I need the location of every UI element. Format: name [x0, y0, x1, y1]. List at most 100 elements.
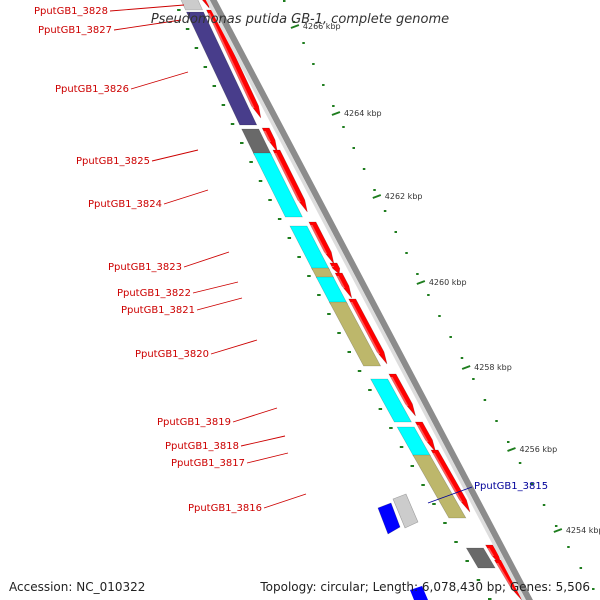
inner-tick-dot — [277, 218, 282, 220]
cog-block — [465, 547, 496, 569]
inner-tick-dot — [240, 142, 244, 144]
outer-tick-dot — [312, 63, 315, 65]
outer-tick-dot — [592, 588, 595, 590]
gene-label[interactable]: PputGB1_3825 — [76, 156, 150, 167]
gene-label[interactable]: PputGB1_3828 — [34, 6, 108, 17]
forward-cds — [329, 262, 341, 275]
map-title: Pseudomonas putida GB-1, complete genome — [151, 12, 449, 27]
inner-tick-dot — [465, 560, 469, 562]
backbone — [205, 0, 533, 600]
kbp-tick — [553, 528, 563, 533]
cds-highlight — [496, 563, 515, 590]
inner-tick-dot — [378, 408, 383, 410]
gene-leader — [151, 149, 199, 162]
inner-tick-dot — [368, 389, 372, 391]
tick-dots — [177, 0, 595, 600]
inner-tick-dot — [488, 598, 492, 600]
cds-highlight — [331, 266, 335, 267]
gene-label[interactable]: PputGB1_3819 — [157, 417, 231, 428]
outer-tick-dot — [405, 252, 408, 254]
gene-label[interactable]: PputGB1_3818 — [165, 441, 239, 452]
inner-tick-dot — [258, 180, 263, 182]
gene-label[interactable]: PputGB1_3822 — [117, 288, 191, 299]
inner-tick-dot — [357, 370, 362, 372]
cog-block — [186, 11, 258, 126]
cog-block — [412, 454, 467, 519]
outer-tick-dot — [438, 315, 441, 317]
gene-leader — [240, 435, 286, 447]
forward-cds — [414, 421, 436, 453]
outer-tick-dot — [283, 0, 286, 2]
forward-cds — [308, 221, 335, 265]
gene-leader — [109, 4, 185, 12]
gene-leader — [246, 452, 289, 464]
inner-tick-dot — [177, 9, 181, 11]
cog-block — [328, 301, 382, 367]
forward-cds — [348, 298, 388, 365]
gene-leader — [130, 71, 189, 90]
gene-label[interactable]: PputGB1_3827 — [38, 25, 112, 36]
outer-tick-dot — [373, 189, 376, 191]
cog-block — [370, 378, 412, 423]
gene-leader — [113, 19, 182, 31]
gene-labels: PputGB1_3828 PputGB1_3827 PputGB1_3826 Pput… — [34, 4, 548, 514]
gene-label[interactable]: PputGB1_3815 — [474, 481, 548, 492]
accession-text: Accession: NC_010322 — [9, 580, 146, 594]
inner-tick-dot — [410, 465, 415, 467]
cog-block — [180, 0, 204, 11]
outer-tick-dot — [472, 378, 475, 380]
cds-highlight — [432, 453, 463, 502]
cog-track — [180, 0, 496, 569]
gene-label[interactable]: PputGB1_3826 — [55, 84, 129, 95]
outer-tick-dot — [530, 483, 534, 485]
gene-label[interactable]: PputGB1_3817 — [171, 458, 245, 469]
backbone-line — [209, 0, 533, 600]
outer-tick-dot — [579, 567, 583, 569]
inner-tick-dot — [347, 351, 351, 353]
cds-highlight — [487, 548, 495, 556]
backbone-edge — [205, 0, 526, 600]
kbp-tick — [331, 111, 341, 116]
kbp-tick-label: 4264 kbp — [344, 109, 382, 118]
outer-tick-dot — [518, 462, 522, 464]
cds-track — [201, 0, 522, 600]
inner-tick-dot — [421, 484, 425, 486]
inner-tick-dot — [317, 294, 321, 296]
topology-text: Topology: circular; Length: 6,078,430 bp… — [260, 580, 590, 594]
gene-label[interactable]: PputGB1_3816 — [188, 503, 262, 514]
gene-leader — [196, 297, 243, 311]
kbp-tick-label: 4258 kbp — [474, 363, 512, 372]
kbp-tick — [372, 194, 382, 199]
outer-tick-dot — [292, 21, 296, 23]
tick-marks: 4264 kbp 4262 kbp 4260 kbp 4258 kbp 4256 kbp… — [290, 22, 600, 535]
inner-tick-dot — [268, 199, 272, 201]
inner-tick-dot — [454, 541, 458, 543]
inner-tick-dot — [230, 123, 235, 125]
forward-cds — [430, 449, 471, 513]
gene-leader — [232, 407, 278, 423]
outer-tick-dot — [483, 399, 487, 401]
cog-block — [252, 152, 303, 218]
outer-tick-dot — [460, 357, 464, 359]
gene-label[interactable]: PputGB1_3820 — [135, 349, 209, 360]
inner-tick-dot — [287, 237, 292, 239]
inner-tick-dot — [297, 256, 301, 258]
gene-label[interactable]: PputGB1_3823 — [108, 262, 182, 273]
inner-tick-dot — [327, 313, 331, 315]
outer-tick-dot — [554, 525, 558, 527]
cds-highlight — [336, 276, 345, 288]
cog-block-3815 — [392, 493, 419, 529]
gene-label[interactable]: PputGB1_3824 — [88, 199, 162, 210]
inner-tick-dot — [389, 427, 393, 429]
gene-label[interactable]: PputGB1_3821 — [121, 305, 195, 316]
outer-tick-dot — [542, 504, 546, 506]
forward-cds — [334, 272, 353, 299]
gene-leader — [427, 486, 473, 504]
inner-tick-dot — [221, 104, 226, 106]
kbp-tick-label: 4254 kbp — [566, 526, 600, 535]
inner-tick-dot — [432, 503, 436, 505]
cds-highlight — [310, 225, 328, 254]
outer-tick-dot — [302, 42, 305, 44]
outer-tick-dot — [449, 336, 452, 338]
